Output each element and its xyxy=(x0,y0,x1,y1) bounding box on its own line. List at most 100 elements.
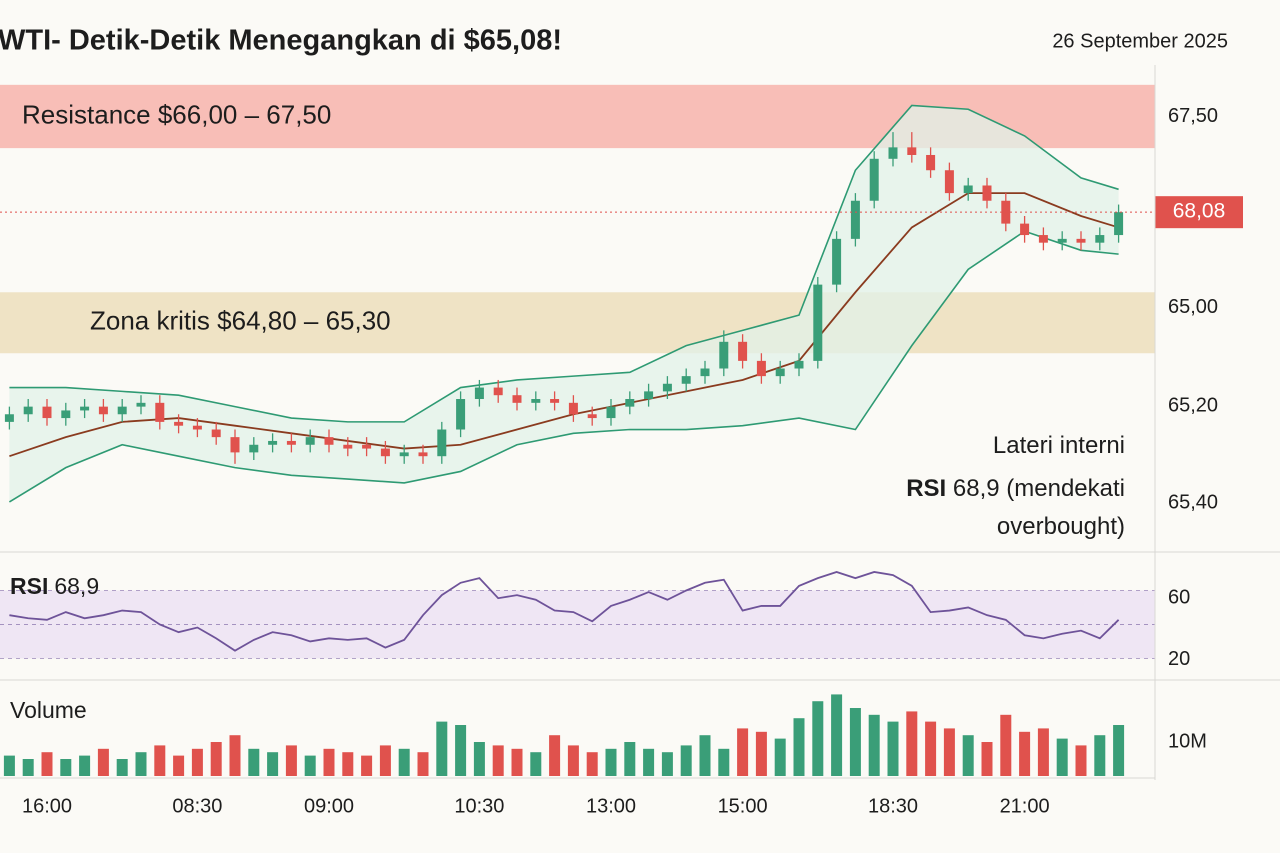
volume-bar xyxy=(41,752,53,776)
candle-body xyxy=(80,406,90,411)
volume-bar xyxy=(379,745,391,776)
candle-body xyxy=(61,410,71,419)
x-tick-label: 15:00 xyxy=(718,795,768,817)
y-tick-label: 65,00 xyxy=(1168,296,1218,318)
volume-bar xyxy=(79,755,91,776)
volume-bar xyxy=(849,708,861,776)
candle-body xyxy=(211,429,221,438)
candle-body xyxy=(869,158,879,201)
band-line xyxy=(8,230,1119,503)
candle-body xyxy=(1057,238,1067,243)
candle-body xyxy=(888,147,898,159)
candle-body xyxy=(117,406,127,415)
candle-body xyxy=(192,425,202,430)
candle-body xyxy=(474,387,484,400)
volume-bar xyxy=(116,759,128,776)
candle-body xyxy=(850,200,860,239)
volume-bar xyxy=(455,725,467,776)
x-tick-label: 10:30 xyxy=(454,795,504,817)
candle-body xyxy=(756,360,766,377)
candle-body xyxy=(305,437,315,445)
chart-title: WTI- Detik-Detik Menegangkan di $65,08! xyxy=(0,25,562,57)
candle-body xyxy=(926,154,936,171)
volume-bar xyxy=(492,745,504,776)
candle-body xyxy=(794,360,804,369)
volume-bar xyxy=(97,748,109,776)
volume-bar xyxy=(699,735,711,776)
y-tick-label: 10M xyxy=(1168,730,1207,752)
volume-bar xyxy=(661,752,673,776)
annotation: Lateri interni xyxy=(992,432,1125,459)
x-tick-label: 21:00 xyxy=(1000,795,1050,817)
volume-bar xyxy=(831,694,843,776)
candle-body xyxy=(944,170,954,194)
candle-body xyxy=(832,238,842,285)
volume-bar xyxy=(135,752,147,776)
y-tick-label: 67,50 xyxy=(1168,105,1218,127)
volume-bar xyxy=(567,745,579,776)
candle-body xyxy=(249,444,259,453)
candle-body xyxy=(98,406,108,415)
volume-bar xyxy=(511,748,523,776)
annotation-text: 68,9 (mendekati overbought) xyxy=(952,475,1125,540)
volume-bar xyxy=(906,711,918,776)
volume-bar xyxy=(1037,728,1049,776)
last-price-label: 68,08 xyxy=(1173,200,1226,223)
volume-bar xyxy=(1000,714,1012,776)
candle-body xyxy=(644,391,654,400)
volume-bar xyxy=(774,738,786,776)
candle-body xyxy=(437,429,447,457)
volume-bar xyxy=(680,745,692,776)
band-line xyxy=(9,104,1119,423)
volume-bar xyxy=(3,755,15,776)
rsi-line xyxy=(9,571,1120,652)
candle-body xyxy=(362,444,372,449)
candle-body xyxy=(456,399,466,430)
volume-bar xyxy=(737,728,749,776)
zone xyxy=(0,292,1155,354)
panel-title-bold: RSI xyxy=(10,573,48,599)
candle-body xyxy=(719,341,729,369)
panel-title: Volume xyxy=(10,697,87,723)
x-tick-label: 13:00 xyxy=(586,795,636,817)
date: 26 September 2025 xyxy=(1052,30,1228,52)
volume-bar xyxy=(1113,725,1125,776)
volume-bar xyxy=(718,748,730,776)
candle-body xyxy=(174,421,184,426)
candle-body xyxy=(136,402,146,407)
candle-body xyxy=(775,368,785,377)
volume-bar xyxy=(1094,735,1106,776)
zone-label: Resistance $66,00 – 67,50 xyxy=(22,99,331,129)
candle-body xyxy=(42,406,52,419)
candle-body xyxy=(418,452,428,457)
volume-bar xyxy=(361,755,373,776)
annotation: RSI 68,9 (mendekati overbought) xyxy=(880,470,1125,546)
candle-body xyxy=(907,147,917,155)
volume-bar xyxy=(981,742,993,776)
volume-bar xyxy=(398,748,410,776)
volume-bar xyxy=(342,752,354,776)
y-axis-note: 65,40 xyxy=(1168,491,1218,513)
candle-body xyxy=(1095,235,1105,243)
volume-bar xyxy=(285,745,297,776)
volume-bar xyxy=(887,721,899,776)
volume-bar xyxy=(210,742,222,776)
candle-body xyxy=(963,185,973,194)
volume-bar xyxy=(812,701,824,776)
candle-body xyxy=(512,395,522,403)
volume-bar xyxy=(267,752,279,776)
volume-bar xyxy=(530,752,542,776)
y-axis-note: 65,20 xyxy=(1168,394,1218,416)
volume-bar xyxy=(755,731,767,776)
candle-body xyxy=(1020,223,1030,236)
candle-body xyxy=(982,185,992,201)
volume-bar xyxy=(248,748,260,776)
panel-title-value: 68,9 xyxy=(54,573,99,599)
candle-body xyxy=(550,399,560,403)
candle-body xyxy=(493,387,503,396)
candle-body xyxy=(681,376,691,384)
candle-body xyxy=(380,448,390,457)
volume-bar xyxy=(1075,745,1087,776)
